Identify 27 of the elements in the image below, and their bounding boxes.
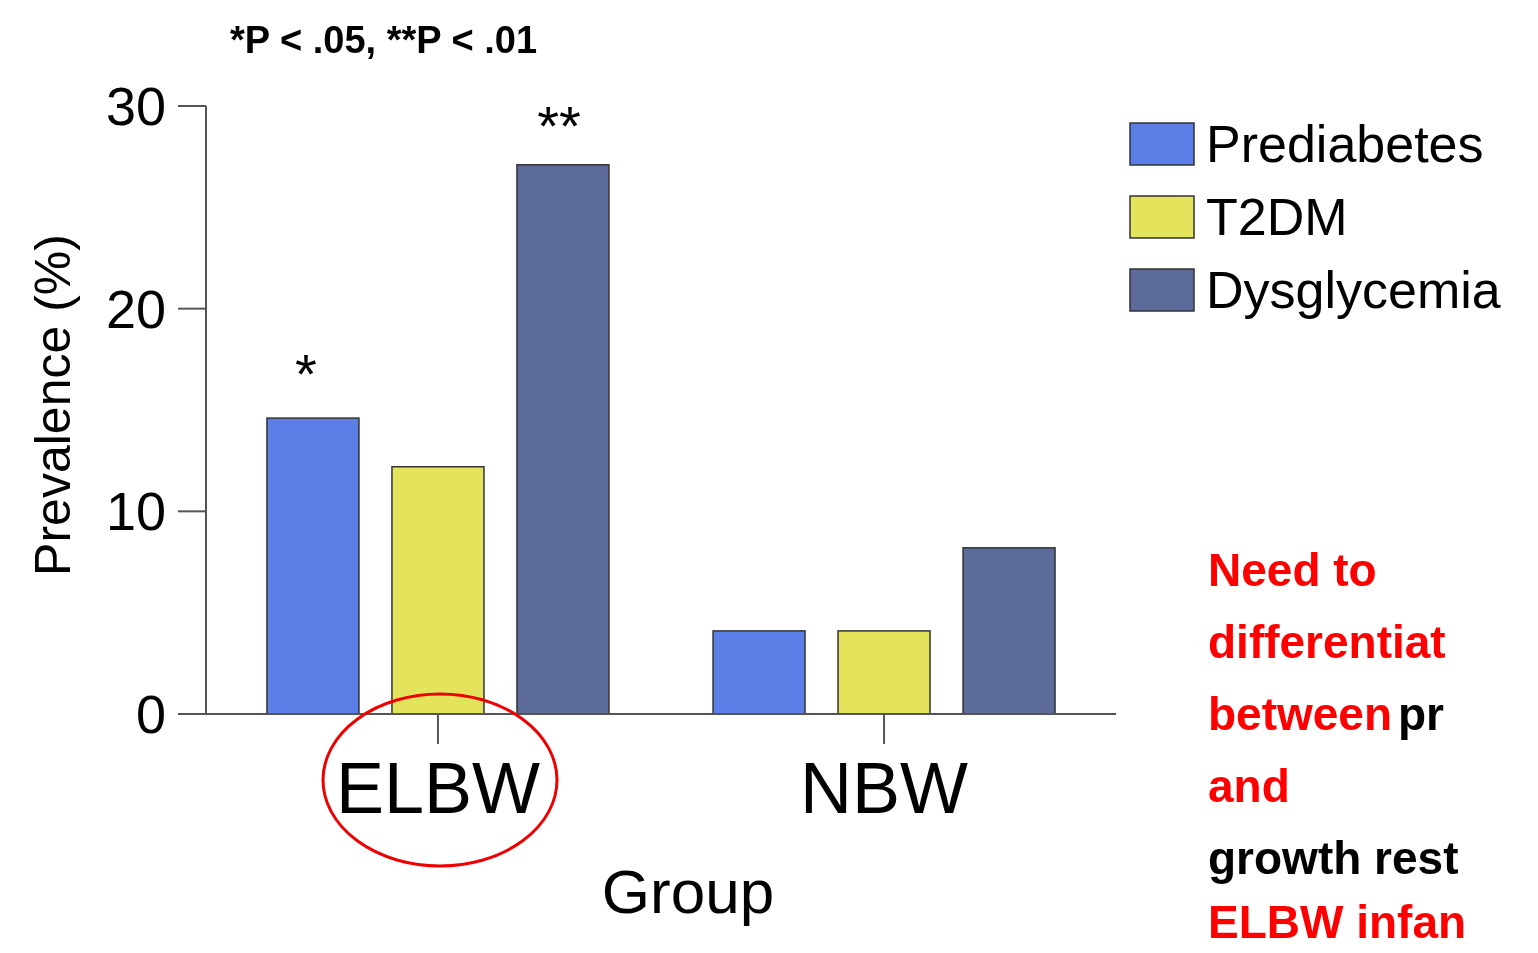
text: differentiat [1208, 616, 1446, 668]
bar [516, 164, 610, 715]
text: Need to [1208, 544, 1377, 596]
legend-label: T2DM [1206, 188, 1348, 247]
bar [391, 466, 485, 715]
y-tick-label: 30 [105, 75, 166, 136]
x-tick-label: NBW [800, 748, 969, 828]
bar [266, 417, 360, 715]
bar [712, 630, 806, 715]
text: pr [1398, 688, 1445, 740]
y-tick-label: 0 [135, 683, 166, 744]
text: *P < .05, **P < .01 [230, 19, 538, 61]
x-tick-label: ELBW [335, 748, 541, 828]
annotation: * [295, 342, 317, 405]
legend-label: Dysglycemia [1206, 261, 1501, 320]
text: growth rest [1208, 832, 1459, 884]
bar [837, 630, 931, 715]
text: ELBW infan [1208, 896, 1467, 948]
text: and [1208, 760, 1290, 812]
text: between [1208, 688, 1393, 740]
x-axis-title: Group [601, 857, 775, 926]
annotation: ** [537, 94, 581, 157]
bar [962, 547, 1056, 715]
y-tick-label: 20 [105, 278, 166, 339]
y-axis-title: Prevalence (%) [25, 234, 81, 576]
legend-label: Prediabetes [1206, 115, 1484, 174]
y-tick-label: 10 [105, 481, 166, 542]
